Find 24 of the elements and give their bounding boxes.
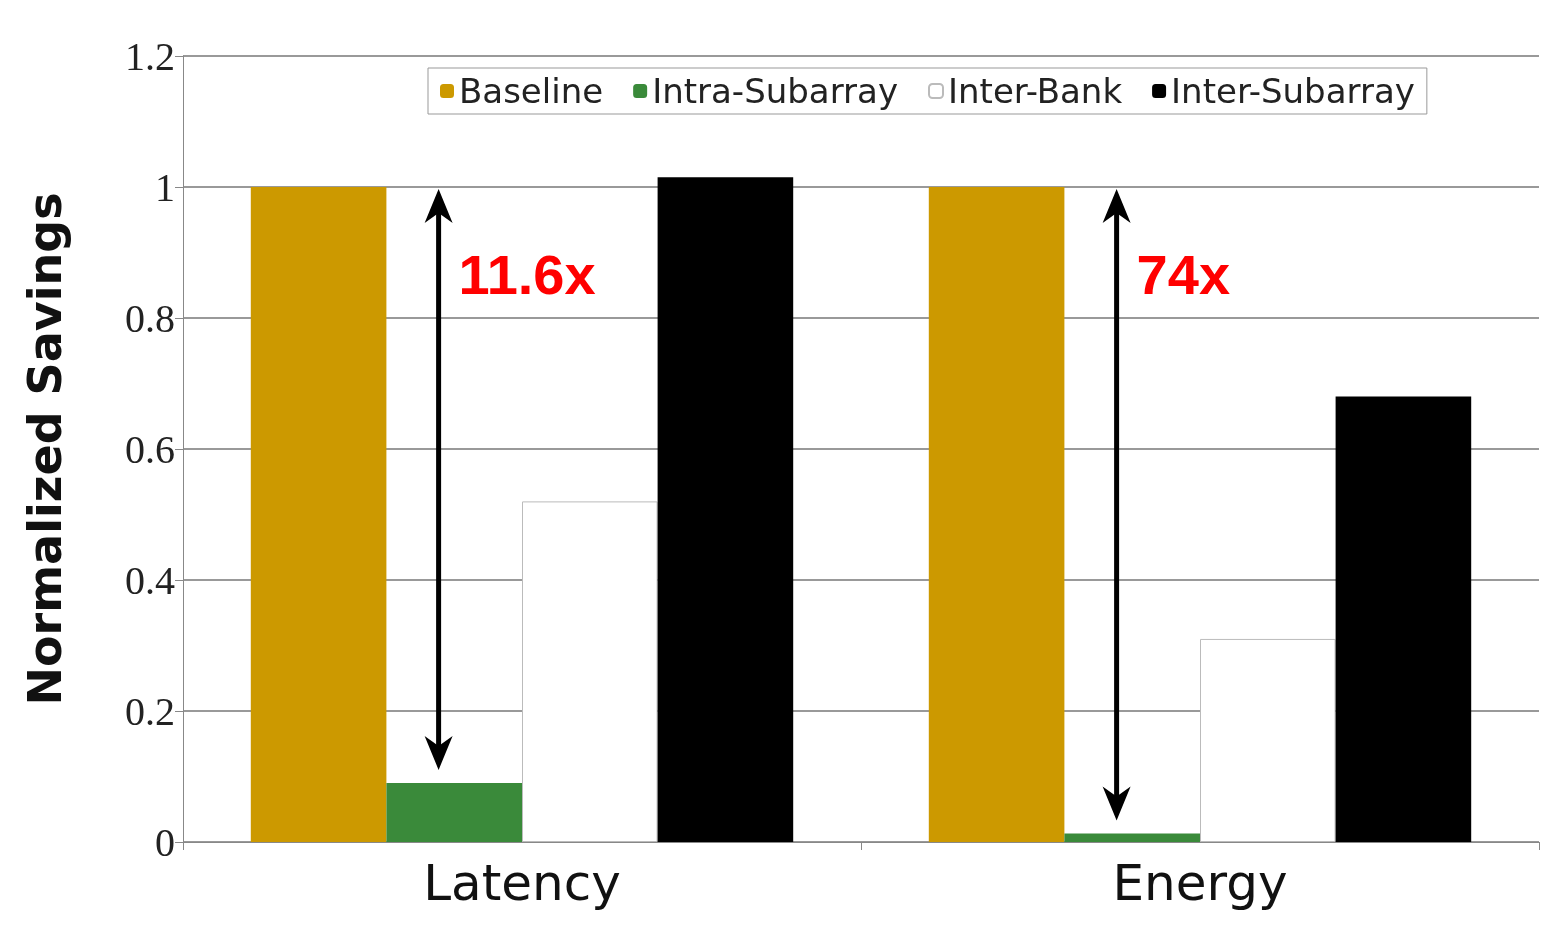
x-tick-label: Energy: [1112, 854, 1288, 912]
bar: [522, 501, 658, 842]
y-tick-label: 0.8: [125, 295, 175, 341]
y-tick-label: 0.2: [125, 688, 175, 734]
y-axis-title: Normalized Savings: [18, 192, 72, 706]
bar: [250, 187, 387, 842]
x-tick-label: Latency: [423, 854, 621, 912]
annotation: 74x: [1136, 242, 1231, 306]
bar: [657, 177, 794, 842]
legend-label: Intra-Subarray: [652, 71, 899, 111]
legend-label: Baseline: [459, 71, 604, 111]
bar: [1200, 638, 1336, 842]
y-tick-label: 1: [155, 164, 175, 210]
y-tick-label: 0.6: [125, 426, 175, 472]
bar: [1335, 396, 1472, 842]
annotation: 11.6x: [458, 242, 596, 306]
y-tick-label: 0.4: [125, 557, 175, 603]
y-tick-label: 1.2: [125, 33, 175, 79]
legend-label: Inter-Subarray: [1171, 71, 1415, 111]
legend-label: Inter-Bank: [948, 71, 1123, 111]
bar: [928, 187, 1065, 842]
y-tick-label: 0: [155, 819, 175, 865]
bar: [386, 783, 522, 842]
bar: [1064, 833, 1200, 842]
